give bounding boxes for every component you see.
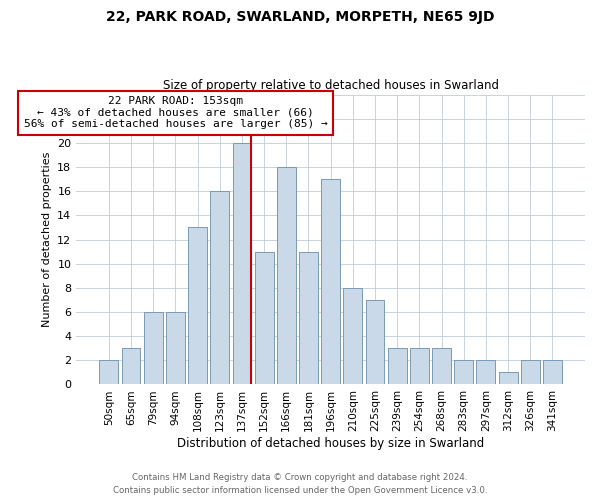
- Bar: [166, 312, 185, 384]
- Bar: [122, 348, 140, 385]
- Bar: [343, 288, 362, 384]
- Bar: [365, 300, 385, 384]
- Bar: [388, 348, 407, 385]
- Bar: [144, 312, 163, 384]
- Bar: [543, 360, 562, 384]
- Bar: [277, 167, 296, 384]
- Text: 22 PARK ROAD: 153sqm
← 43% of detached houses are smaller (66)
56% of semi-detac: 22 PARK ROAD: 153sqm ← 43% of detached h…: [23, 96, 327, 130]
- Bar: [454, 360, 473, 384]
- Bar: [100, 360, 118, 384]
- Bar: [299, 252, 318, 384]
- Bar: [521, 360, 539, 384]
- Bar: [211, 191, 229, 384]
- Bar: [233, 143, 251, 384]
- Bar: [410, 348, 429, 385]
- Bar: [321, 179, 340, 384]
- Text: 22, PARK ROAD, SWARLAND, MORPETH, NE65 9JD: 22, PARK ROAD, SWARLAND, MORPETH, NE65 9…: [106, 10, 494, 24]
- Bar: [254, 252, 274, 384]
- Title: Size of property relative to detached houses in Swarland: Size of property relative to detached ho…: [163, 79, 499, 92]
- Bar: [476, 360, 496, 384]
- Bar: [499, 372, 518, 384]
- Y-axis label: Number of detached properties: Number of detached properties: [41, 152, 52, 327]
- Bar: [188, 228, 207, 384]
- Bar: [432, 348, 451, 385]
- Text: Contains HM Land Registry data © Crown copyright and database right 2024.
Contai: Contains HM Land Registry data © Crown c…: [113, 474, 487, 495]
- X-axis label: Distribution of detached houses by size in Swarland: Distribution of detached houses by size …: [177, 437, 484, 450]
